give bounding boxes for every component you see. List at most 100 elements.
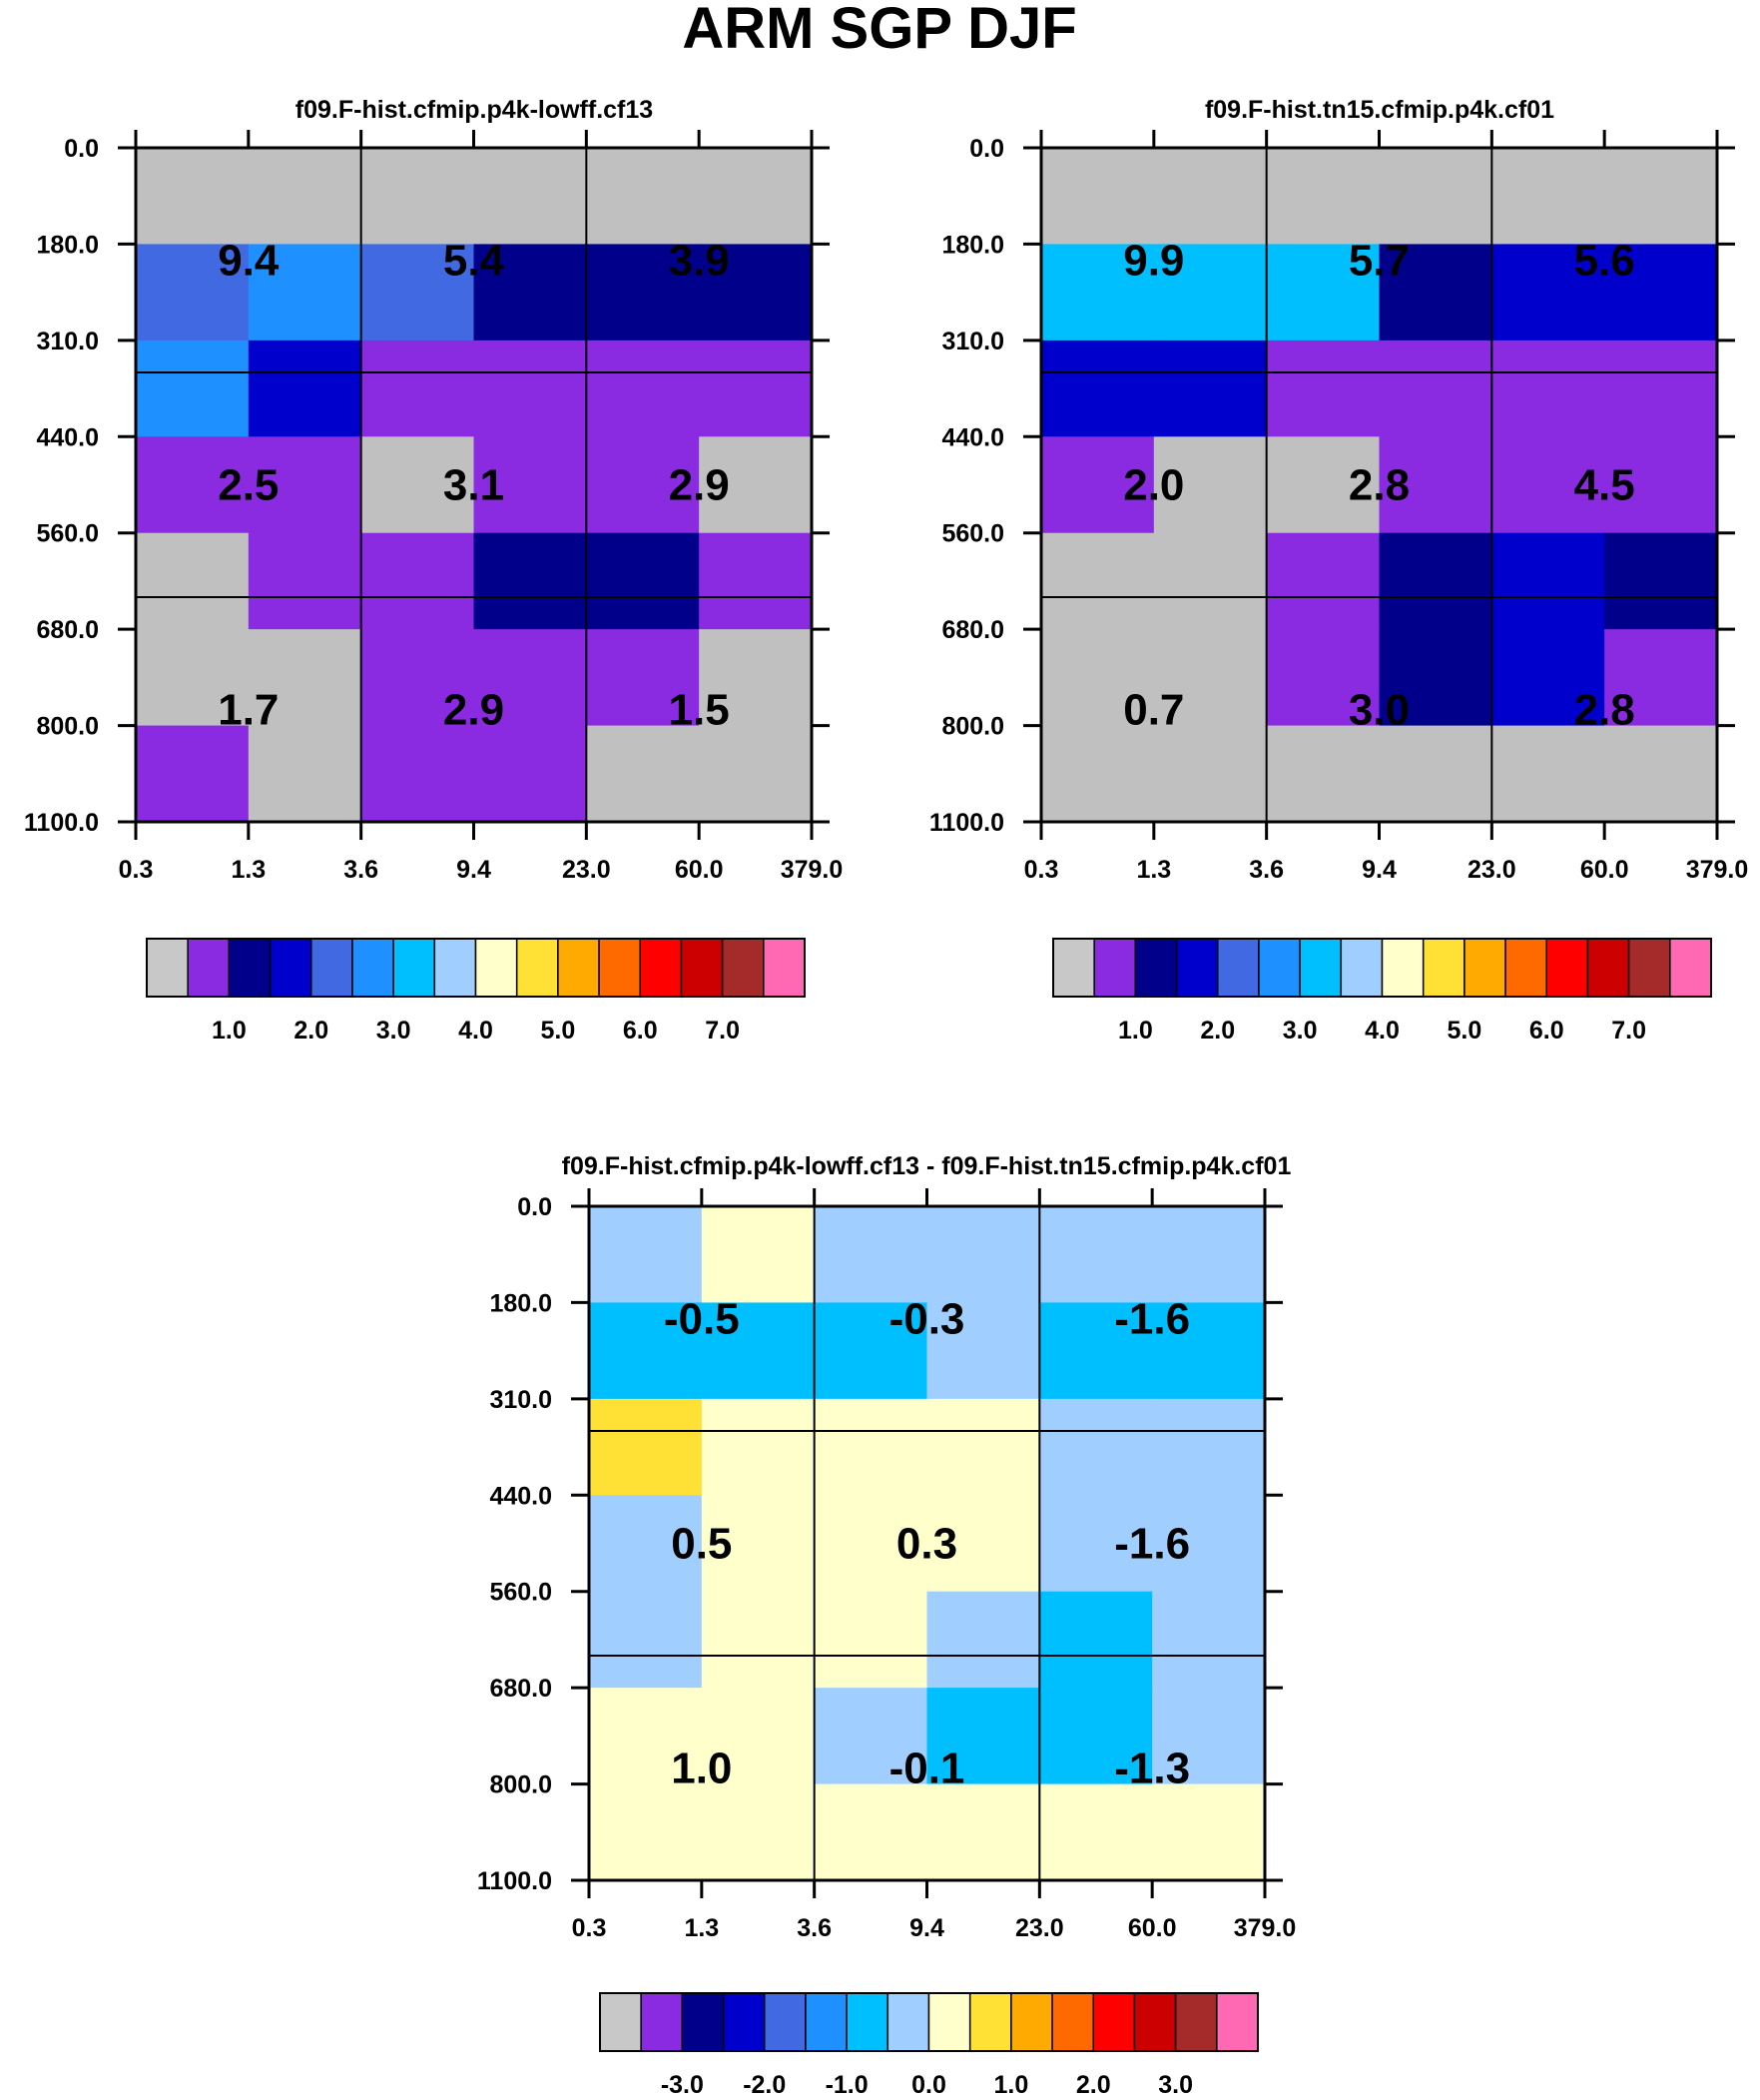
heatmap-cell xyxy=(1266,629,1381,727)
colorbar-swatch xyxy=(1422,938,1466,998)
y-tick-label: 560.0 xyxy=(36,520,99,548)
x-tick-label: 1.3 xyxy=(231,856,266,884)
cell-value-label: -0.3 xyxy=(889,1295,965,1344)
heatmap-cell xyxy=(360,725,475,823)
panel-model-a: f09.F-hist.cfmip.p4k-lowff.cf13 0.3 1.3 3.… xyxy=(24,96,843,1045)
heatmap-cell xyxy=(136,148,250,246)
cell-value-label: 1.5 xyxy=(669,686,730,735)
heatmap-cell xyxy=(136,532,250,630)
colorbar-swatch xyxy=(1134,938,1178,998)
colorbar-swatch xyxy=(598,938,641,998)
y-tick-label: 800.0 xyxy=(36,713,99,741)
heatmap-cell xyxy=(586,148,700,246)
colorbar-swatch xyxy=(557,938,600,998)
heatmap-cell xyxy=(699,532,813,630)
x-tick-label: 1.3 xyxy=(1136,856,1171,884)
heatmap-cell xyxy=(1039,1591,1153,1689)
heatmap-cell xyxy=(926,1591,1040,1689)
heatmap-cell xyxy=(1266,725,1381,823)
cell-value-label: 4.5 xyxy=(1574,461,1635,510)
colorbar-swatch xyxy=(351,938,394,998)
cell-value-label: 9.4 xyxy=(218,237,280,286)
y-tick-label: 180.0 xyxy=(489,1289,552,1317)
heatmap-cell xyxy=(1153,340,1268,437)
x-tick-label: 0.3 xyxy=(1024,856,1059,884)
colorbar-label: 2.0 xyxy=(1076,2071,1111,2099)
heatmap-cell xyxy=(589,1398,703,1496)
heatmap-cell xyxy=(699,436,813,534)
heatmap-cell xyxy=(701,1206,816,1304)
colorbar-label: 6.0 xyxy=(623,1017,658,1045)
heatmap-cell xyxy=(473,629,587,727)
y-tick-label: 560.0 xyxy=(941,520,1004,548)
colorbar-swatch xyxy=(1381,938,1425,998)
heatmap-cell xyxy=(589,1495,703,1593)
y-tick-label: 1100.0 xyxy=(477,1867,552,1895)
heatmap-cell xyxy=(1266,244,1381,342)
y-tick-label: 680.0 xyxy=(941,616,1004,644)
heatmap-cell xyxy=(1491,244,1605,342)
colorbar-swatch xyxy=(599,1992,642,2052)
heatmap-cell xyxy=(699,244,813,342)
panel-title: f09.F-hist.tn15.cfmip.p4k.cf01 xyxy=(1205,96,1554,124)
heatmap-cell xyxy=(586,532,700,630)
y-tick-label: 440.0 xyxy=(36,423,99,451)
x-tick-label: 23.0 xyxy=(562,856,611,884)
heatmap-cell xyxy=(136,629,250,727)
cell-value-label: 3.9 xyxy=(669,237,730,286)
heatmap-cell xyxy=(814,1495,928,1593)
heatmap-cell xyxy=(248,340,362,437)
x-tick-label: 3.6 xyxy=(1249,856,1284,884)
heatmap-cell xyxy=(248,148,362,246)
x-tick-label: 3.6 xyxy=(797,1914,832,1942)
heatmap-cell xyxy=(473,148,587,246)
heatmap-cell xyxy=(360,340,475,437)
heatmap-cell xyxy=(136,244,250,342)
x-tick-label: 60.0 xyxy=(1128,1914,1177,1942)
cell-value-label: 9.9 xyxy=(1123,237,1184,286)
colorbar-swatch xyxy=(515,938,559,998)
y-tick-label: 560.0 xyxy=(489,1579,552,1607)
heatmap-cell xyxy=(1491,725,1605,823)
heatmap-cell xyxy=(1379,244,1492,342)
colorbar-swatch xyxy=(1052,938,1095,998)
heatmap-cell xyxy=(1491,532,1605,630)
heatmap-cell xyxy=(1039,1688,1153,1785)
cell-value-label: -1.6 xyxy=(1114,1520,1190,1569)
heatmap-cell xyxy=(701,1783,816,1881)
heatmap-cell xyxy=(1152,1783,1266,1881)
colorbar-swatch xyxy=(764,1992,807,2052)
cell-value-label: 5.7 xyxy=(1349,237,1410,286)
heatmap-cell xyxy=(1152,1302,1266,1400)
heatmap-cell xyxy=(473,244,587,342)
colorbar-label: 7.0 xyxy=(705,1017,740,1045)
heatmap-cell xyxy=(1379,629,1492,727)
heatmap-cell xyxy=(586,629,700,727)
colorbar-swatch xyxy=(146,938,189,998)
y-tick-label: 800.0 xyxy=(941,713,1004,741)
heatmap-cell xyxy=(814,1688,928,1785)
y-tick-label: 310.0 xyxy=(941,328,1004,355)
x-tick-label: 379.0 xyxy=(1234,1914,1297,1942)
heatmap-cell xyxy=(586,725,700,823)
heatmap-cell xyxy=(473,725,587,823)
colorbar-swatch xyxy=(721,938,765,998)
cell-value-label: 0.5 xyxy=(671,1520,732,1569)
colorbar-swatch xyxy=(1586,938,1630,998)
colorbar-label: 3.0 xyxy=(1158,2071,1193,2099)
colorbar-swatch xyxy=(763,938,806,998)
heatmap-cell xyxy=(360,532,475,630)
heatmap-cell xyxy=(1152,1398,1266,1496)
heatmap-cell xyxy=(926,1495,1040,1593)
colorbar-swatch xyxy=(805,1992,848,2052)
colorbar-label: 2.0 xyxy=(293,1017,328,1045)
colorbar-swatch xyxy=(392,938,436,998)
heatmap-cell xyxy=(586,340,700,437)
heatmap-cell xyxy=(589,1206,703,1304)
colorbar-swatch xyxy=(1464,938,1506,998)
y-tick-label: 800.0 xyxy=(489,1771,552,1799)
heatmap-cell xyxy=(1379,532,1492,630)
heatmap-cell xyxy=(1491,629,1605,727)
heatmap-cell xyxy=(1491,148,1605,246)
y-tick-label: 0.0 xyxy=(64,135,99,163)
